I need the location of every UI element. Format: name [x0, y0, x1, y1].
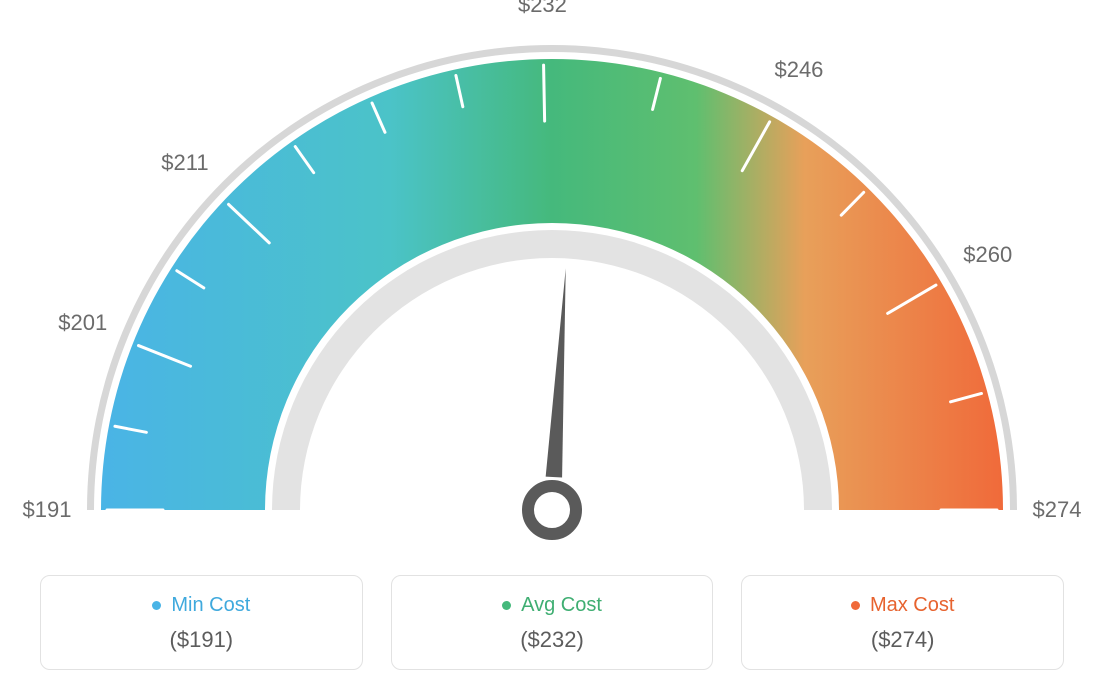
max-dot-icon	[851, 601, 860, 610]
avg-cost-title: Avg Cost	[521, 594, 602, 617]
summary-cards: Min Cost ($191) Avg Cost ($232) Max Cost…	[0, 575, 1104, 670]
tick-label: $246	[774, 57, 823, 83]
avg-cost-card: Avg Cost ($232)	[391, 575, 714, 670]
tick-label: $201	[58, 310, 107, 336]
needle	[546, 268, 566, 477]
min-dot-icon	[152, 601, 161, 610]
tick-label: $232	[518, 0, 567, 18]
major-tick	[544, 65, 545, 121]
min-cost-title: Min Cost	[171, 594, 250, 617]
needle-hub	[528, 486, 576, 534]
tick-label: $274	[1033, 497, 1082, 523]
min-cost-title-row: Min Cost	[152, 594, 250, 617]
max-cost-title: Max Cost	[870, 594, 954, 617]
avg-cost-title-row: Avg Cost	[502, 594, 602, 617]
max-cost-value: ($274)	[752, 627, 1053, 653]
tick-label: $260	[963, 242, 1012, 268]
avg-cost-value: ($232)	[402, 627, 703, 653]
avg-dot-icon	[502, 601, 511, 610]
max-cost-title-row: Max Cost	[851, 594, 954, 617]
min-cost-value: ($191)	[51, 627, 352, 653]
tick-label: $191	[23, 497, 72, 523]
min-cost-card: Min Cost ($191)	[40, 575, 363, 670]
gauge-container: $191 $201 $211 $232 $246 $260 $274	[0, 0, 1104, 560]
tick-label: $211	[161, 150, 208, 176]
max-cost-card: Max Cost ($274)	[741, 575, 1064, 670]
gauge-svg	[0, 0, 1104, 560]
